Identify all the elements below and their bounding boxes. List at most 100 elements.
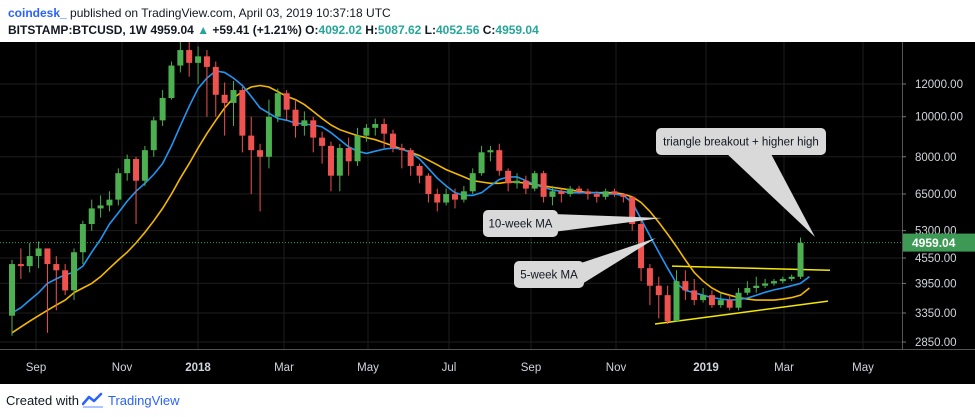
candle-body [478, 152, 485, 174]
candle-body [549, 191, 556, 197]
price-change: +59.41 (+1.21%) [212, 23, 302, 37]
candle-body [602, 191, 609, 197]
candle-body [195, 56, 202, 63]
high-value: 5087.62 [377, 23, 422, 37]
callout-10-week-ma-pointer [553, 214, 662, 232]
candle-body [26, 256, 33, 267]
price-tick-label: 3950.00 [915, 278, 957, 290]
candle-body [9, 264, 15, 316]
time-tick-label: May [357, 362, 379, 374]
triangle-lower-line [654, 300, 829, 325]
callout-triangle-breakout-box [656, 128, 826, 155]
candle-body [469, 173, 476, 192]
candle-body [425, 175, 432, 195]
candle-body [133, 159, 140, 181]
candle-body [753, 285, 760, 289]
candle-body [274, 93, 281, 117]
candle-body [576, 188, 583, 192]
candle-body [310, 120, 317, 138]
candle-body [655, 285, 662, 296]
publish-line: coindesk_ published on TradingView.com, … [8, 6, 391, 20]
candle-body [779, 278, 786, 282]
candle-body [141, 150, 148, 181]
candle-body [407, 150, 414, 166]
candle-body [345, 148, 352, 162]
price-tick-label: 2850.00 [915, 337, 957, 349]
candle-body [460, 191, 467, 200]
candle-body [496, 150, 503, 171]
candle-body [584, 191, 591, 195]
candle-body [389, 133, 396, 149]
last-price-tag [903, 233, 975, 252]
candle-body [682, 281, 689, 291]
candle-body [44, 248, 51, 265]
open-label: O: [305, 23, 319, 37]
up-arrow-icon: ▲ [197, 23, 210, 37]
candle-body [611, 191, 618, 195]
candle-body [35, 248, 42, 257]
price-tick-label: 10000.00 [915, 112, 963, 124]
published-text: published on TradingView.com, April 03, … [70, 6, 391, 20]
candle-body [257, 150, 264, 157]
candle-body [691, 290, 698, 301]
price-tick-label: 6500.00 [915, 189, 957, 201]
candle-body [593, 194, 600, 197]
plot-area[interactable] [0, 42, 902, 349]
candle-body [186, 50, 193, 63]
open-value: 4092.02 [318, 23, 362, 37]
candle-body [319, 137, 326, 146]
candle-body [97, 205, 104, 209]
price-chart[interactable]: 12000.0010000.008000.006500.005300.00455… [0, 42, 975, 384]
callout-5-week-ma-label: 5-week MA [520, 270, 578, 282]
symbol-label: BITSTAMP:BTCUSD, 1W [8, 23, 148, 37]
callout-10-week-ma-label: 10-week MA [489, 219, 553, 231]
candle-body [327, 145, 334, 176]
candle-body [88, 208, 95, 225]
time-tick-label: Nov [112, 362, 133, 374]
candle-body [620, 194, 627, 197]
close-value: 4959.04 [495, 23, 539, 37]
candle-body [79, 224, 86, 253]
candle-body [301, 120, 308, 126]
candle-body [416, 165, 423, 176]
ohlc-line: BITSTAMP:BTCUSD, 1W 4959.04 ▲ +59.41 (+1… [8, 23, 539, 37]
tradingview-logo-icon [82, 392, 103, 408]
price-tick-label: 8000.00 [915, 152, 957, 164]
candle-body [17, 264, 24, 267]
candle-body [673, 281, 680, 322]
callout-5-week-ma-pointer [578, 238, 656, 284]
candle-body [726, 300, 733, 308]
callout-triangle-breakout-label: triangle breakout + higher high [663, 137, 819, 149]
time-axis[interactable] [0, 349, 975, 384]
candle-body [248, 135, 255, 151]
time-tick-label: 2018 [185, 362, 211, 374]
time-tick-label: 2019 [693, 362, 719, 374]
candle-body [708, 295, 715, 306]
low-label: L: [424, 23, 436, 37]
candle-body [71, 252, 78, 291]
candle-body [354, 135, 361, 162]
candle-body [531, 173, 538, 189]
candle-body [168, 65, 175, 98]
candle-body [487, 150, 494, 153]
candle-body [292, 109, 299, 126]
candle-body [159, 97, 166, 121]
tradingview-brand[interactable]: TradingView [108, 393, 180, 408]
candle-body [336, 148, 343, 176]
candle-body [283, 93, 290, 110]
price-tick-label: 4550.00 [915, 253, 957, 265]
candle-body [717, 300, 724, 306]
chart-header: coindesk_ published on TradingView.com, … [0, 0, 975, 42]
candle-body [514, 180, 521, 184]
candle-body [700, 295, 707, 301]
candle-body [363, 127, 370, 136]
candle-body [788, 276, 795, 279]
price-axis[interactable] [902, 42, 975, 349]
high-label: H: [365, 23, 378, 37]
created-with-text: Created with [6, 393, 79, 408]
candle-body [434, 194, 441, 203]
candle-body [177, 50, 184, 66]
author-name[interactable]: coindesk_ [8, 6, 67, 20]
candle-body [372, 124, 379, 128]
candle-body [221, 94, 228, 103]
